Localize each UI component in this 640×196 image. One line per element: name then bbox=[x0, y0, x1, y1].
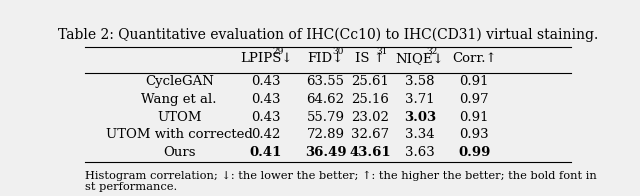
Text: 43.61: 43.61 bbox=[349, 146, 391, 159]
Text: 0.43: 0.43 bbox=[252, 111, 281, 124]
Text: NIQE↓: NIQE↓ bbox=[396, 52, 444, 65]
Text: CycleGAN: CycleGAN bbox=[145, 75, 214, 88]
Text: 30: 30 bbox=[332, 47, 344, 56]
Text: 3.71: 3.71 bbox=[405, 93, 435, 106]
Text: 0.91: 0.91 bbox=[460, 75, 489, 88]
Text: 3.34: 3.34 bbox=[405, 128, 435, 141]
Text: 0.93: 0.93 bbox=[460, 128, 489, 141]
Text: 0.91: 0.91 bbox=[460, 111, 489, 124]
Text: 0.41: 0.41 bbox=[250, 146, 282, 159]
Text: 29: 29 bbox=[273, 47, 284, 56]
Text: 0.42: 0.42 bbox=[252, 128, 281, 141]
Text: 0.97: 0.97 bbox=[460, 93, 489, 106]
Text: UTOM with corrected: UTOM with corrected bbox=[106, 128, 253, 141]
Text: Wang et al.: Wang et al. bbox=[141, 93, 217, 106]
Text: 64.62: 64.62 bbox=[307, 93, 344, 106]
Text: LPIPS↓: LPIPS↓ bbox=[240, 52, 292, 65]
Text: 0.43: 0.43 bbox=[252, 93, 281, 106]
Text: 25.16: 25.16 bbox=[351, 93, 389, 106]
Text: 32: 32 bbox=[426, 47, 438, 56]
Text: Corr.↑: Corr.↑ bbox=[452, 52, 497, 65]
Text: 0.43: 0.43 bbox=[252, 75, 281, 88]
Text: 31: 31 bbox=[377, 47, 388, 56]
Text: 3.63: 3.63 bbox=[405, 146, 435, 159]
Text: 0.99: 0.99 bbox=[458, 146, 490, 159]
Text: UTOM: UTOM bbox=[157, 111, 202, 124]
Text: 3.58: 3.58 bbox=[405, 75, 435, 88]
Text: 63.55: 63.55 bbox=[307, 75, 344, 88]
Text: IS ↑: IS ↑ bbox=[355, 52, 385, 65]
Text: 3.03: 3.03 bbox=[404, 111, 436, 124]
Text: Ours: Ours bbox=[163, 146, 195, 159]
Text: 32.67: 32.67 bbox=[351, 128, 389, 141]
Text: FID↓: FID↓ bbox=[307, 52, 344, 65]
Text: Table 2: Quantitative evaluation of IHC(Cc10) to IHC(CD31) virtual staining.: Table 2: Quantitative evaluation of IHC(… bbox=[58, 28, 598, 43]
Text: 72.89: 72.89 bbox=[307, 128, 344, 141]
Text: 36.49: 36.49 bbox=[305, 146, 346, 159]
Text: Histogram correlation; ↓: the lower the better; ↑: the higher the better; the bo: Histogram correlation; ↓: the lower the … bbox=[85, 171, 596, 192]
Text: 25.61: 25.61 bbox=[351, 75, 389, 88]
Text: 23.02: 23.02 bbox=[351, 111, 389, 124]
Text: 55.79: 55.79 bbox=[307, 111, 344, 124]
